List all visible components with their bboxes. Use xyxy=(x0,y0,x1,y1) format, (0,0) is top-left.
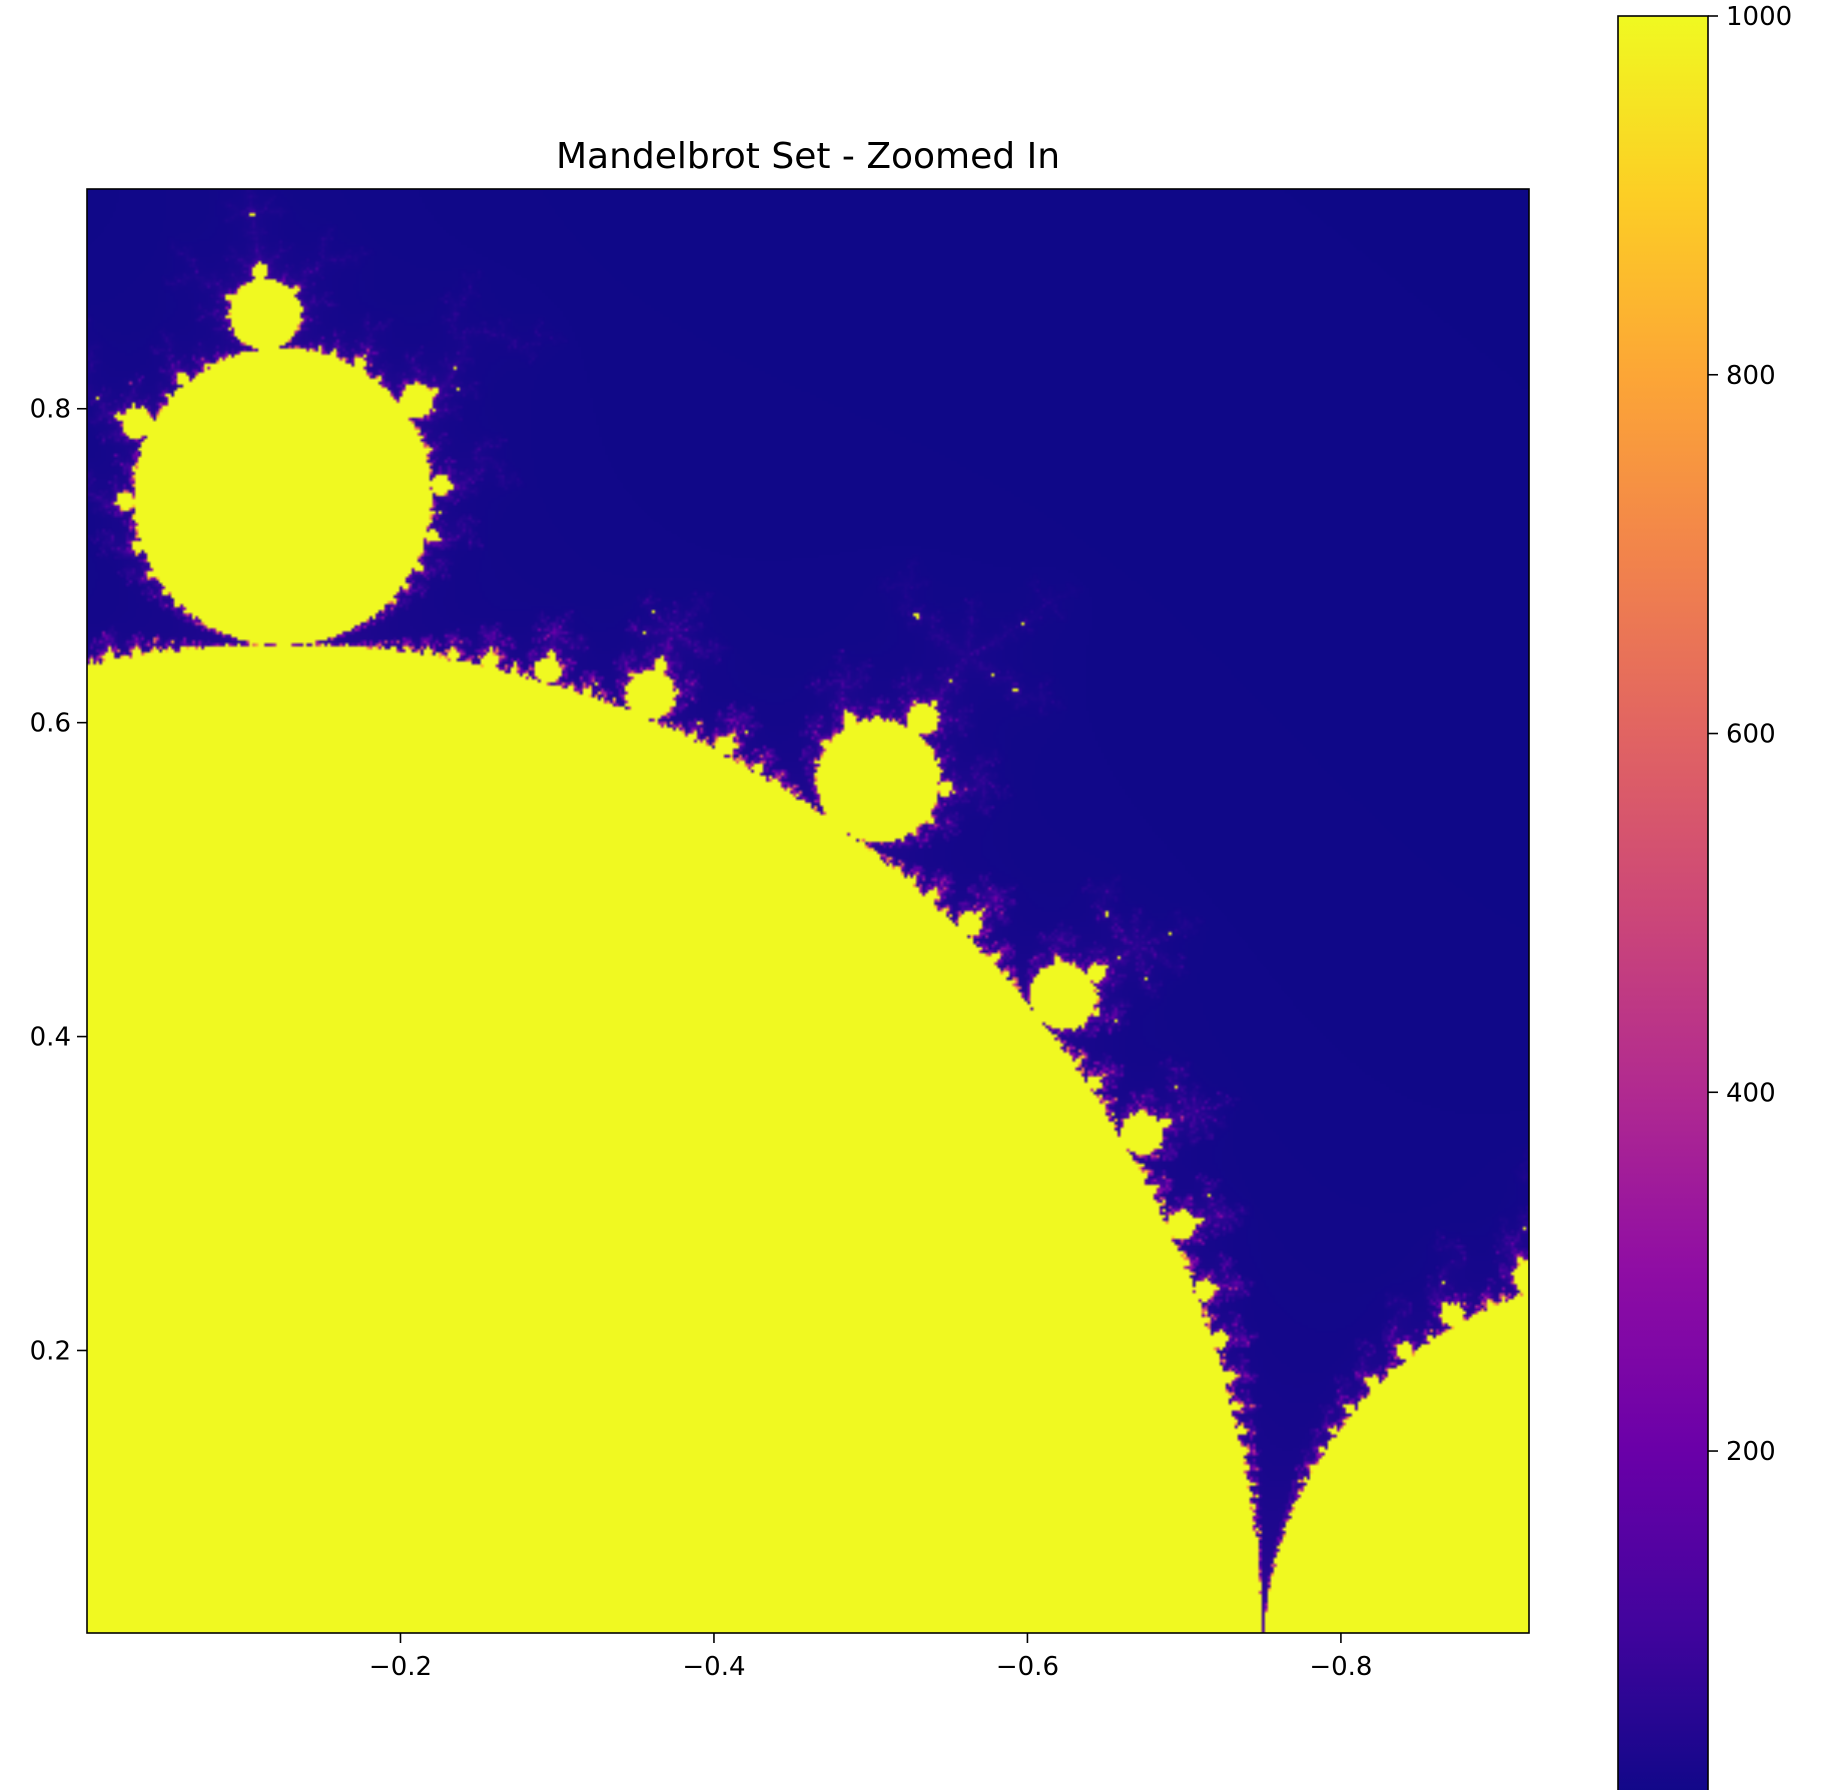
colorbar-tick-label: 600 xyxy=(1726,720,1776,750)
x-tick-label: −0.8 xyxy=(1309,1652,1372,1682)
y-axis: 0.2 0.4 0.6 0.8 xyxy=(30,395,87,1366)
x-tick-label: −0.4 xyxy=(682,1652,745,1682)
y-tick-label: 0.2 xyxy=(30,1336,71,1366)
y-tick-label: 0.4 xyxy=(30,1023,71,1053)
colorbar-ticks: 200 400 600 800 1000 xyxy=(1708,2,1792,1467)
y-tick-label: 0.6 xyxy=(30,709,71,739)
y-tick-label: 0.8 xyxy=(30,395,71,425)
colorbar-tick-label: 200 xyxy=(1726,1437,1776,1467)
x-tick-label: −0.2 xyxy=(369,1652,432,1682)
mandelbrot-heatmap xyxy=(87,189,1529,1633)
colorbar: 200 400 600 800 1000 xyxy=(1617,2,1792,1790)
plot-frame xyxy=(86,188,1530,1634)
colorbar-tick-label: 400 xyxy=(1726,1078,1776,1108)
colorbar-tick-label: 800 xyxy=(1726,361,1776,391)
colorbar-frame xyxy=(1617,15,1709,1790)
plot-area xyxy=(87,189,1529,1633)
chart-title: Mandelbrot Set - Zoomed In xyxy=(556,136,1060,177)
colorbar-gradient xyxy=(1618,16,1708,1790)
x-tick-label: −0.6 xyxy=(996,1652,1059,1682)
colorbar-tick-label: 1000 xyxy=(1726,2,1792,32)
x-axis: −0.2 −0.4 −0.6 −0.8 xyxy=(369,1633,1372,1682)
